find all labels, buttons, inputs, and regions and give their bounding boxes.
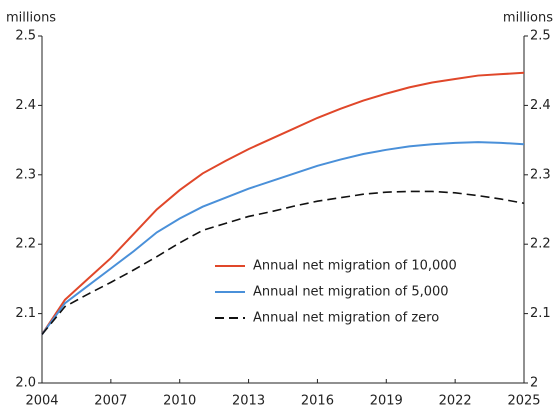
y-axis-label: millions [6,11,56,26]
y2-tick-label: 2.5 [530,29,551,44]
x-tick-label: 2013 [232,394,265,409]
line-series [41,190,525,335]
line-series [41,141,525,336]
y2-tick-label: 2.3 [530,167,551,182]
y-tick-label: 2.0 [15,376,36,391]
y-tick-label: 2.4 [15,98,36,113]
legend-label: Annual net migration of zero [253,311,439,326]
y-tick-label: 2.5 [15,29,36,44]
x-tick-label: 2019 [370,394,403,409]
x-tick-label: 2010 [163,394,196,409]
y2-axis-label: millions [503,11,553,26]
x-tick-label: 2007 [94,394,127,409]
x-tick-label: 2004 [25,394,58,409]
y2-tick-label: 2.1 [530,306,551,321]
line-series [41,71,525,335]
y-tick-label: 2.2 [15,237,36,252]
legend-label: Annual net migration of 10,000 [253,259,457,274]
y2-tick-label: 2.4 [530,98,551,113]
legend-label: Annual net migration of 5,000 [253,285,449,300]
x-tick-label: 2025 [507,394,540,409]
x-tick-label: 2016 [301,394,334,409]
y2-tick-label: 2 [530,376,538,391]
x-tick-label: 2022 [439,394,472,409]
y-tick-label: 2.3 [15,167,36,182]
y-tick-label: 2.1 [15,306,36,321]
y2-tick-label: 2.2 [530,237,551,252]
